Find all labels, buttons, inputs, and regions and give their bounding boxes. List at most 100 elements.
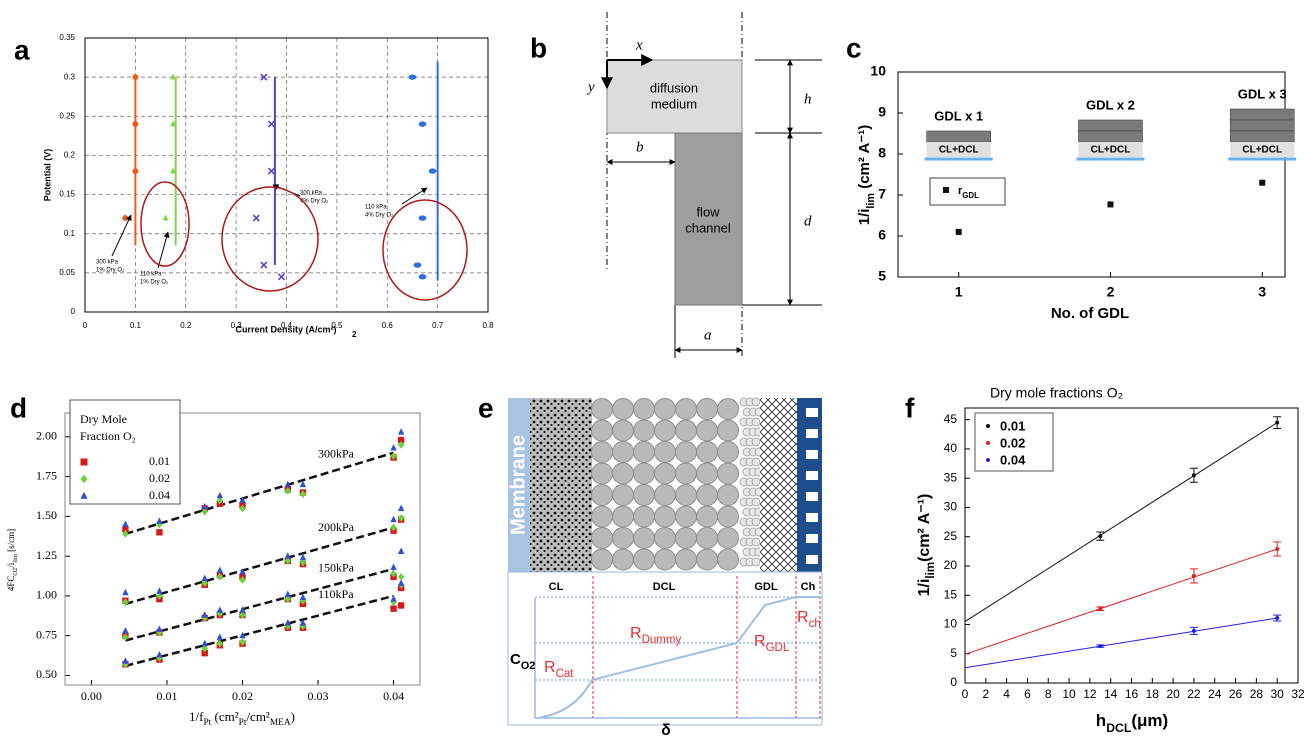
x-tick-label: 2 bbox=[1107, 284, 1115, 300]
y-tick-label: 30 bbox=[944, 500, 958, 514]
y-tick-label: 0.35 bbox=[59, 33, 75, 42]
x-axis-label-part: 1/f bbox=[189, 709, 204, 724]
dcl-particle bbox=[633, 527, 655, 549]
marker bbox=[201, 614, 208, 623]
marker bbox=[390, 569, 397, 578]
x-tick-label: 0.2 bbox=[180, 321, 192, 330]
marker bbox=[284, 487, 292, 495]
marker bbox=[162, 214, 169, 221]
panel-e-diagram bbox=[507, 397, 823, 726]
fit-label: 110kPa bbox=[318, 587, 354, 601]
x-tick-label: 4 bbox=[1003, 687, 1010, 701]
panel-label: b bbox=[530, 32, 547, 63]
plot-frame bbox=[64, 412, 421, 686]
x-tick-label: 8 bbox=[1045, 687, 1052, 701]
x-tick-label: 0.00 bbox=[81, 689, 102, 703]
marker bbox=[260, 73, 268, 81]
x-tick-label: 6 bbox=[1024, 687, 1031, 701]
inset-label: GDL x 3 bbox=[1238, 86, 1287, 101]
y-tick-label: 10 bbox=[870, 63, 886, 79]
y-tick-label: 15 bbox=[944, 587, 958, 601]
dim-label: a bbox=[704, 327, 712, 343]
legend-title: Dry Mole bbox=[80, 412, 127, 426]
x-tick-label: 28 bbox=[1250, 687, 1264, 701]
dcl-particle bbox=[696, 484, 718, 506]
marker bbox=[1191, 628, 1196, 633]
cl-layer bbox=[1078, 142, 1143, 157]
x-tick-label: 0.5 bbox=[331, 321, 343, 330]
marker bbox=[122, 588, 129, 596]
marker bbox=[260, 261, 268, 269]
gdl-fibers bbox=[760, 398, 797, 572]
region-label: diffusion bbox=[650, 80, 698, 95]
marker bbox=[408, 74, 417, 80]
annotation: 4% Dry O₂ bbox=[365, 213, 394, 219]
marker bbox=[1191, 573, 1196, 578]
region-label: channel bbox=[685, 220, 731, 235]
dcl-particle bbox=[633, 398, 655, 420]
plot-frame bbox=[964, 407, 1299, 684]
region-label: flow bbox=[696, 204, 720, 219]
legend-label: 0.04 bbox=[1000, 452, 1026, 467]
marker bbox=[1107, 201, 1114, 208]
fit-line bbox=[125, 451, 394, 536]
dcl-particle bbox=[675, 484, 697, 506]
x-axis-label: Current Density (A/cm²) bbox=[235, 324, 336, 334]
marker bbox=[1275, 616, 1280, 621]
marker bbox=[239, 638, 246, 646]
dcl-particle bbox=[654, 527, 676, 549]
annotation: 300 kPa bbox=[96, 260, 119, 266]
marker bbox=[299, 593, 307, 601]
marker bbox=[201, 644, 208, 653]
marker bbox=[418, 121, 427, 127]
marker bbox=[170, 73, 177, 80]
dcl-particle bbox=[612, 462, 634, 485]
x-tick-label: 0.3 bbox=[231, 321, 243, 330]
dcl-particle bbox=[612, 484, 634, 506]
gdl-layer bbox=[1229, 119, 1295, 132]
y-tick-label: 0.50 bbox=[36, 667, 57, 681]
marker bbox=[239, 576, 246, 584]
dcl-particle bbox=[717, 527, 739, 549]
dcl-particle bbox=[717, 441, 739, 463]
resistance-label-part: Cat bbox=[556, 668, 575, 680]
dcl-particle bbox=[633, 505, 655, 528]
resistance-label-part: R bbox=[754, 633, 766, 650]
marker bbox=[201, 579, 208, 588]
y-axis-label-part: (cm² A⁻¹) bbox=[916, 494, 933, 562]
dcl-particle bbox=[654, 505, 676, 528]
y-tick-label: 5 bbox=[950, 646, 957, 660]
y-axis-label-part: lim bbox=[925, 562, 937, 579]
x-tick-label: 0.01 bbox=[156, 689, 177, 703]
resistance-label: Rch bbox=[797, 609, 821, 630]
panel-label: f bbox=[905, 392, 915, 423]
marker bbox=[156, 650, 163, 658]
dcl-particle bbox=[591, 419, 613, 442]
marker bbox=[284, 480, 292, 488]
gdl-particle bbox=[751, 477, 761, 487]
panel-label: a bbox=[14, 34, 30, 65]
marker bbox=[122, 215, 129, 222]
dcl-particle bbox=[675, 505, 697, 528]
y-axis-label: CO2 bbox=[510, 651, 535, 672]
y-axis-label-part: lim bbox=[865, 193, 877, 209]
marker bbox=[80, 458, 88, 466]
marker bbox=[156, 587, 163, 594]
marker bbox=[1275, 547, 1280, 552]
dcl-particle bbox=[675, 462, 697, 485]
legend-label: rGDL bbox=[958, 185, 979, 200]
x-axis-label-part: /cm² bbox=[246, 709, 269, 724]
dcl-particle bbox=[591, 462, 613, 485]
marker bbox=[216, 491, 224, 499]
marker bbox=[284, 619, 292, 626]
marker bbox=[986, 424, 990, 428]
marker bbox=[277, 273, 286, 281]
marker bbox=[122, 633, 129, 642]
concentration-profile bbox=[537, 596, 822, 719]
rib-gap bbox=[806, 408, 818, 417]
x-axis-label-part: ) bbox=[291, 709, 295, 724]
dcl-particle bbox=[633, 484, 655, 506]
y-tick-label: 1.75 bbox=[36, 468, 57, 482]
x-axis-label: hDCL(μm) bbox=[1096, 711, 1168, 735]
